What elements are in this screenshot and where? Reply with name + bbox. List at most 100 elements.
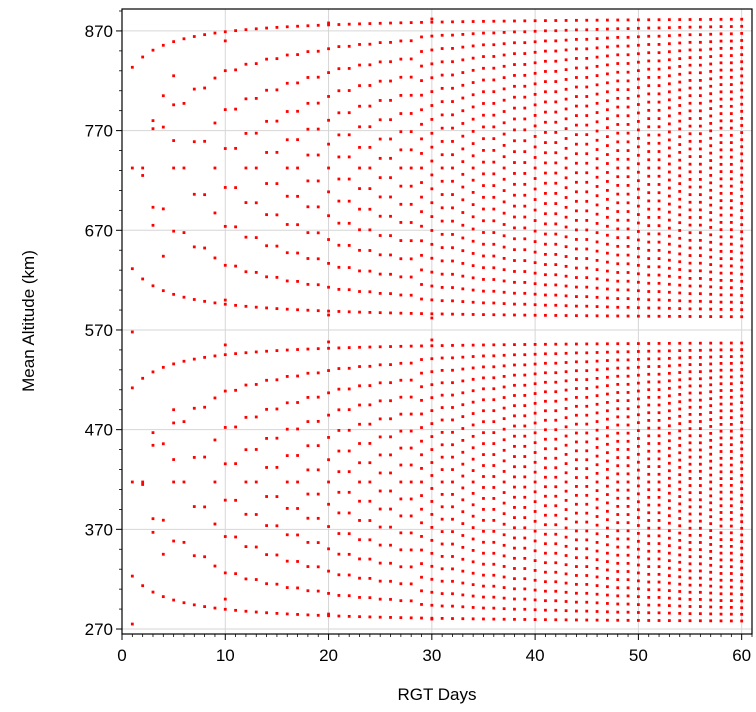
data-point	[626, 227, 630, 231]
data-point	[667, 469, 671, 473]
data-point	[626, 70, 630, 74]
data-point	[151, 205, 155, 209]
data-point	[719, 538, 723, 541]
data-point	[254, 350, 258, 354]
data-point	[740, 473, 744, 477]
data-point	[740, 467, 744, 471]
data-point	[636, 297, 640, 301]
data-point	[523, 526, 527, 530]
data-point	[327, 458, 330, 462]
data-point	[729, 155, 733, 159]
data-point	[719, 191, 723, 195]
data-point	[347, 387, 351, 391]
data-point	[678, 444, 682, 447]
data-point	[513, 404, 516, 408]
data-point	[606, 269, 609, 273]
data-point	[389, 311, 392, 315]
data-point	[575, 422, 578, 426]
data-point	[358, 365, 361, 368]
data-point	[296, 24, 299, 28]
data-point	[420, 371, 423, 375]
data-point	[203, 86, 207, 90]
data-point	[151, 443, 155, 447]
data-point	[523, 204, 527, 208]
data-point	[554, 494, 558, 498]
data-point	[719, 450, 723, 453]
data-point	[533, 124, 537, 128]
data-point	[575, 511, 578, 515]
data-point	[709, 369, 713, 373]
data-point	[595, 411, 599, 415]
data-point	[399, 344, 403, 348]
data-point	[544, 303, 547, 307]
data-point	[729, 104, 733, 108]
x-axis-label: RGT Days	[397, 685, 476, 704]
data-point	[327, 23, 330, 27]
data-point	[719, 368, 723, 372]
data-point	[389, 435, 392, 439]
data-point	[740, 606, 744, 610]
data-point	[430, 48, 434, 52]
data-point	[657, 100, 661, 104]
data-point	[337, 367, 341, 370]
data-points	[130, 17, 744, 626]
data-point	[482, 376, 485, 380]
data-point	[368, 480, 372, 484]
data-point	[440, 86, 444, 90]
data-point	[564, 471, 568, 475]
data-point	[130, 386, 134, 390]
data-point	[254, 270, 258, 274]
data-point	[285, 586, 289, 589]
data-point	[502, 200, 506, 204]
data-point	[678, 414, 682, 418]
data-point	[595, 268, 599, 272]
data-point	[378, 118, 382, 122]
data-point	[389, 507, 392, 511]
data-point	[327, 95, 330, 98]
data-point	[265, 151, 268, 154]
data-point	[430, 187, 434, 191]
data-point	[709, 522, 713, 526]
data-point	[554, 561, 558, 565]
data-point	[440, 554, 444, 558]
data-point	[285, 110, 289, 113]
data-point	[368, 596, 372, 600]
data-point	[616, 382, 620, 386]
data-point	[368, 384, 372, 387]
data-point	[523, 618, 527, 621]
data-point	[368, 403, 372, 407]
data-point	[513, 424, 516, 428]
data-point	[358, 207, 361, 211]
data-point	[482, 507, 485, 511]
data-point	[729, 497, 733, 501]
data-point	[482, 90, 485, 94]
data-point	[513, 536, 516, 540]
data-point	[409, 599, 413, 603]
data-point	[585, 351, 589, 355]
data-point	[502, 53, 506, 57]
data-point	[347, 67, 351, 70]
data-point	[740, 361, 744, 365]
data-point	[667, 226, 671, 230]
data-point	[523, 495, 527, 499]
data-point	[688, 246, 692, 250]
data-point	[420, 50, 423, 53]
data-point	[492, 78, 496, 82]
data-point	[636, 492, 640, 496]
data-point	[688, 238, 692, 242]
data-point	[389, 561, 392, 565]
data-point	[585, 529, 589, 533]
data-point	[306, 371, 310, 375]
x-tick-label: 0	[117, 646, 126, 665]
data-point	[399, 130, 403, 134]
data-point	[461, 593, 465, 597]
data-point	[430, 316, 434, 320]
data-point	[544, 447, 547, 451]
data-point	[688, 541, 692, 544]
data-point	[492, 289, 496, 293]
y-tick-label: 470	[85, 421, 113, 440]
data-point	[575, 547, 578, 551]
data-point	[719, 39, 723, 43]
data-point	[616, 253, 620, 257]
data-point	[719, 409, 723, 413]
